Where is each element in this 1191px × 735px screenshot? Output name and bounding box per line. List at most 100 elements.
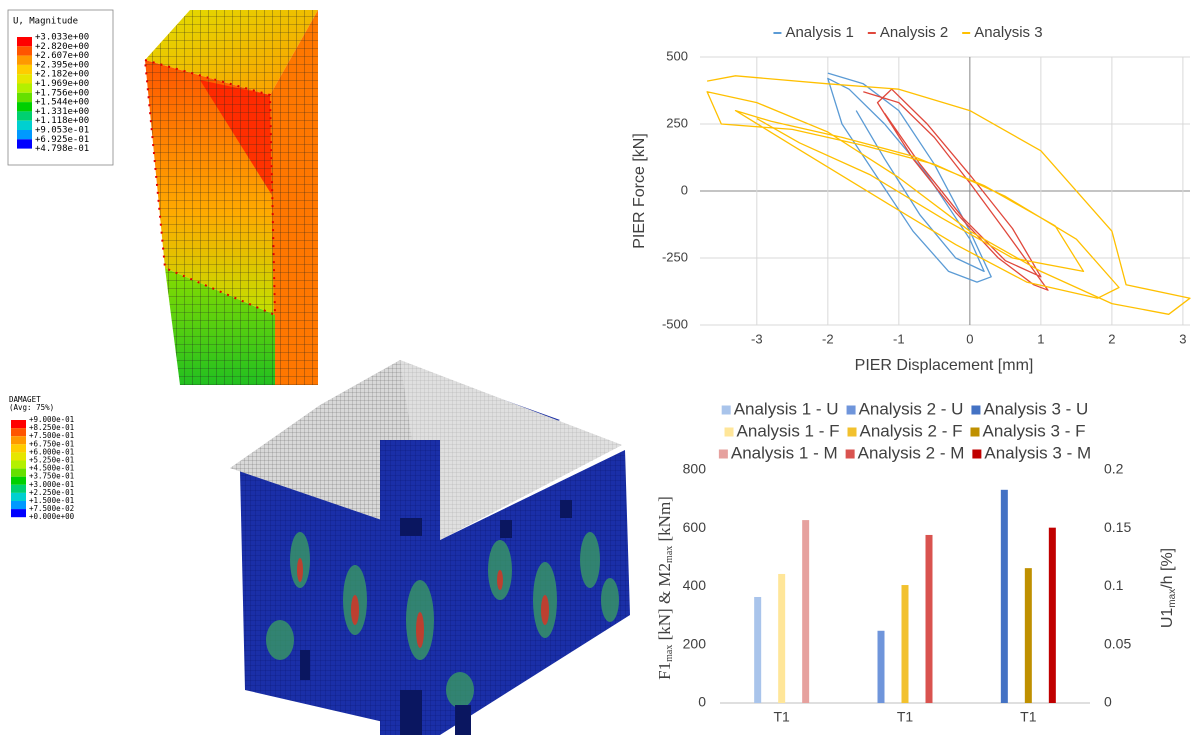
legend-label: +1.331e+00 [35,107,89,117]
y2-tick-label: 0.2 [1104,461,1124,477]
legend-label: Analysis 3 [974,24,1042,41]
legend-label: Analysis 1 - U [734,399,839,418]
y2-tick-label: 0.1 [1104,577,1124,593]
building-image [230,360,630,735]
bar [901,585,909,703]
legend-marker [971,405,981,415]
label-subscript: max [664,546,675,563]
legend-subtitle: (Avg: 75%) [9,403,54,412]
bar [802,520,810,703]
bar [877,630,885,703]
legend-label: +8.250e-01 [29,423,74,432]
legend-label: Analysis 2 - U [859,399,964,418]
x-tick-label: -1 [893,331,905,346]
y-tick-label: -500 [662,316,688,331]
x-tick-label: 2 [1108,331,1115,346]
legend-label: Analysis 3 - U [983,399,1088,418]
legend-label: +3.033e+00 [35,33,89,43]
legend-label: +2.182e+00 [35,70,89,80]
legend-swatch [11,420,26,429]
legend-marker [724,427,734,437]
label-part: F1 [655,662,674,680]
legend-label: +2.607e+00 [35,51,89,61]
legend-marker [970,427,980,437]
y-tick-label: -250 [662,249,688,264]
legend-label: +6.925e-01 [35,135,89,145]
y2-tick-label: 0.15 [1104,519,1131,535]
legend-label: +3.750e-01 [29,472,74,481]
legend-label: +6.750e-01 [29,439,74,448]
legend-label: +1.544e+00 [35,98,89,108]
legend-label: Analysis 2 [880,24,948,41]
legend-swatch [17,139,32,149]
legend-label: +1.969e+00 [35,79,89,89]
legend-label: Analysis 2 - M [858,443,965,462]
y-tick-label: 500 [666,48,688,63]
y-axis-title: PIER Force [kN] [631,133,648,249]
legend-swatch [17,102,32,112]
legend-swatch [17,120,32,130]
legend-swatch [11,484,26,493]
bar [925,534,933,703]
legend-swatch [17,46,32,56]
legend-label: +7.500e-01 [29,431,74,440]
legend-label: +1.756e+00 [35,88,89,98]
y-tick-label: 400 [683,577,707,593]
legend-swatch [17,130,32,140]
legend-swatch [11,468,26,477]
legend-swatch [17,92,32,103]
legend-scale: +3.033e+00+2.820e+00+2.607e+00+2.395e+00… [17,33,89,154]
y-tick-label: 600 [683,519,707,535]
legend-marker [845,449,855,459]
series-line [863,88,1049,291]
legend-swatch [17,55,32,65]
bar [778,573,786,703]
legend-title: U, Magnitude [13,17,78,27]
line-chart: PIER Displacement [mm] PIER Force [kN] -… [631,24,1191,374]
legend-title: DAMAGET [9,395,41,404]
x-tick-label: T1 [897,709,914,725]
legend-label: +0.000e+00 [29,512,75,521]
y-tick-label: 0 [698,694,706,710]
contour-legend: U, Magnitude +3.033e+00+2.820e+00+2.607e… [7,9,114,166]
legend-label: Analysis 2 - F [860,421,963,440]
legend-label: Analysis 1 - M [731,443,838,462]
legend-label: +2.395e+00 [35,60,89,70]
bar-chart: F1max [kN] & M2max [kNm] U1max/h [%] 020… [655,399,1178,724]
legend-row: Analysis 1 - F Analysis 2 - F Analysis 3 -… [724,421,1085,440]
y2-tick-label: 0 [1104,694,1112,710]
x-tick-label: -2 [822,331,834,346]
legend-swatch [11,476,26,485]
legend-swatch [11,492,26,501]
legend-label: +9.053e-01 [35,126,89,136]
label-part: [kNm] [655,496,674,546]
legend-swatch [11,452,26,461]
legend-swatch [17,64,32,75]
damage-legend: DAMAGET (Avg: 75%) +9.000e-01+8.250e-01+… [9,395,75,521]
label-subscript: max [1167,589,1178,608]
y-tick-label: 800 [683,461,707,477]
legend-swatch [11,501,26,510]
label-part: /h [%] [1159,548,1176,589]
y-tick-label: 0 [681,182,688,197]
label-part: U1 [1159,608,1176,629]
bar [1048,527,1056,703]
bar [1000,489,1008,703]
legend-swatch [11,436,26,445]
x-axis-title: PIER Displacement [mm] [855,357,1034,374]
legend-label: +7.500e-02 [29,504,74,513]
legend-label: +2.820e+00 [35,42,89,52]
y-tick-label: 250 [666,115,688,130]
legend-label: Analysis 1 [785,24,853,41]
label-subscript: max [664,645,675,662]
y2-tick-label: 0.05 [1104,635,1131,651]
legend-scale: +9.000e-01+8.250e-01+7.500e-01+6.750e-01… [11,415,75,521]
y-tick-label: 200 [683,635,707,651]
legend-swatch [17,111,32,121]
x-tick-label: 3 [1179,331,1186,346]
legend-row: Analysis 1 - M Analysis 2 - M Analysis 3 -… [718,443,1091,462]
legend-marker [847,427,857,437]
bar [754,596,762,703]
legend-marker [972,449,982,459]
legend-marker [846,405,856,415]
